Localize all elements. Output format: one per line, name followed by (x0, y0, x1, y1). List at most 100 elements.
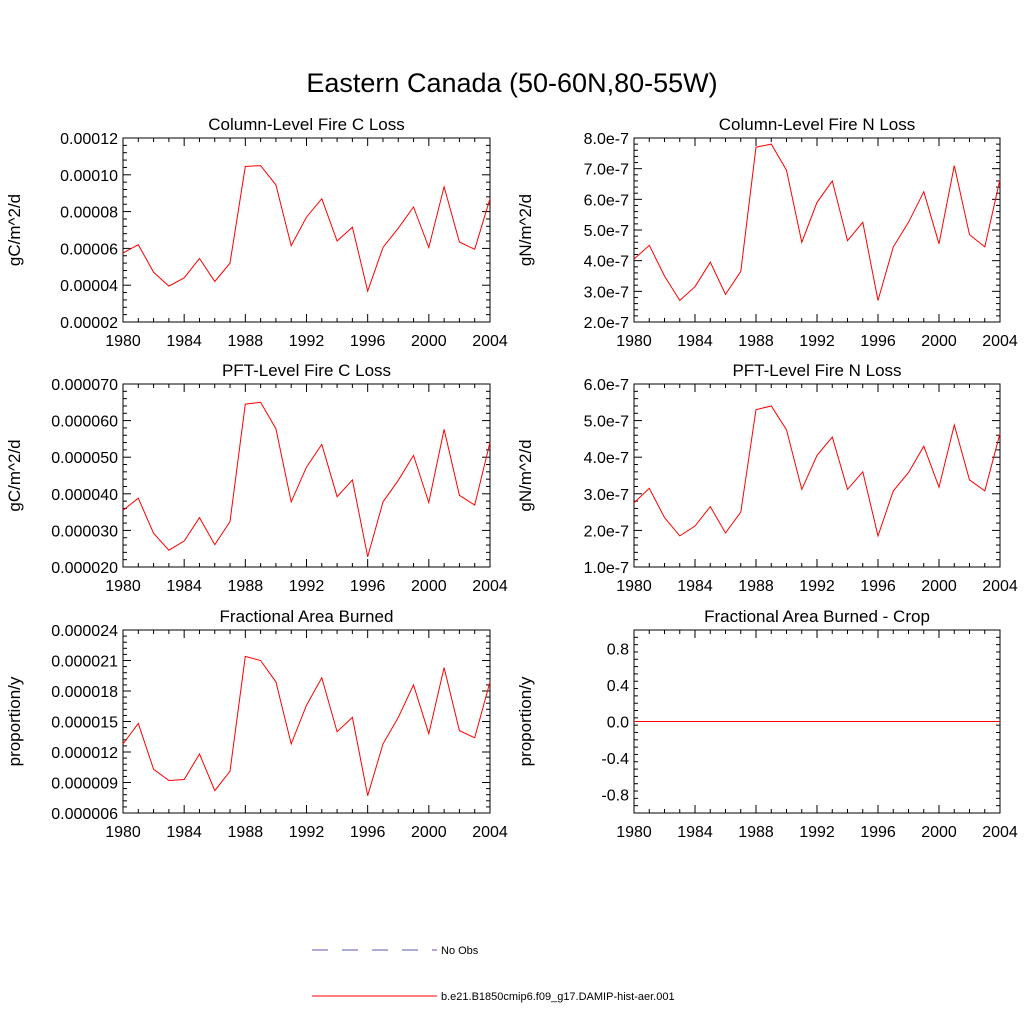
y-tick-label: 0.000009 (51, 776, 118, 793)
y-tick-label: 0.000024 (51, 623, 118, 640)
y-axis-label: gN/m^2/d (516, 439, 535, 511)
y-axis-label: gC/m^2/d (5, 194, 24, 266)
panel-title: PFT-Level Fire N Loss (732, 361, 901, 380)
y-tick-label: 0.000020 (51, 560, 118, 577)
series-line (122, 165, 491, 293)
panel-title: Fractional Area Burned (220, 607, 394, 626)
y-tick-label: 0.000060 (51, 414, 118, 431)
x-tick-label: 1984 (166, 824, 202, 841)
x-tick-label: 2000 (921, 824, 957, 841)
y-axis-label: proportion/y (5, 676, 24, 766)
y-tick-label: 0.00004 (60, 278, 118, 295)
x-tick-label: 1980 (105, 333, 141, 350)
legend-run-label: b.e21.B1850cmip6.f09_g17.DAMIP-hist-aer.… (441, 991, 675, 1003)
x-tick-label: 1984 (166, 333, 202, 350)
y-tick-label: 0.000070 (51, 377, 118, 394)
y-tick-label: 2.0e-7 (584, 315, 629, 332)
y-tick-label: 4.0e-7 (584, 254, 629, 271)
legend: No Obs b.e21.B1850cmip6.f09_g17.DAMIP-hi… (312, 945, 675, 1003)
y-tick-label: 0.4 (607, 678, 629, 695)
plot-frame (122, 629, 491, 814)
y-tick-label: 0.000040 (51, 487, 118, 504)
y-axis-label: proportion/y (516, 676, 535, 766)
panel-title: PFT-Level Fire C Loss (222, 361, 391, 380)
series-line (633, 143, 1001, 302)
y-tick-label: 3.0e-7 (584, 284, 629, 301)
x-tick-label: 2004 (982, 824, 1018, 841)
y-tick-label: 5.0e-7 (584, 414, 629, 431)
x-tick-label: 1996 (350, 824, 386, 841)
x-tick-label: 1984 (677, 333, 713, 350)
y-tick-label: 5.0e-7 (584, 223, 629, 240)
chart-panel-4: PFT-Level Fire N Loss gN/m^2/d 1980 1984 198… (516, 361, 1018, 595)
x-tick-label: 1980 (616, 824, 652, 841)
series-line (122, 401, 491, 557)
y-tick-label: 2.0e-7 (584, 523, 629, 540)
x-tick-label: 1992 (799, 824, 835, 841)
x-tick-label: 1992 (799, 333, 835, 350)
panel-title: Column-Level Fire N Loss (719, 115, 916, 134)
x-tick-label: 1984 (677, 578, 713, 595)
y-tick-label: 8.0e-7 (584, 131, 629, 148)
y-axis-label: gC/m^2/d (5, 439, 24, 511)
x-tick-label: 1988 (738, 578, 774, 595)
x-tick-label: 1996 (860, 578, 896, 595)
chart-panel-2: Column-Level Fire N Loss gN/m^2/d 1980 1984… (516, 115, 1018, 350)
x-tick-label: 1980 (105, 578, 141, 595)
panel-title: Fractional Area Burned - Crop (704, 607, 930, 626)
x-tick-label: 2004 (472, 578, 508, 595)
x-tick-label: 1984 (677, 824, 713, 841)
x-tick-label: 2004 (472, 333, 508, 350)
x-tick-label: 2000 (411, 824, 447, 841)
legend-no-obs-label: No Obs (441, 945, 479, 957)
series-line (122, 655, 491, 796)
figure-title: Eastern Canada (50-60N,80-55W) (306, 68, 717, 98)
y-tick-label: 0.000050 (51, 450, 118, 467)
x-tick-label: 1988 (228, 578, 264, 595)
y-tick-label: 0.000030 (51, 523, 118, 540)
x-tick-label: 1996 (350, 578, 386, 595)
x-tick-label: 1988 (738, 824, 774, 841)
chart-panel-1: Column-Level Fire C Loss gC/m^2/d 1980 1984… (5, 115, 508, 350)
y-tick-label: 0.00008 (60, 205, 118, 222)
y-tick-label: 6.0e-7 (584, 192, 629, 209)
y-tick-label: 0.000021 (51, 654, 118, 671)
x-tick-label: 1992 (289, 333, 325, 350)
chart-panel-6: Fractional Area Burned - Crop proportion/… (516, 607, 1018, 841)
y-tick-label: 0.0 (607, 715, 629, 732)
series-line (633, 405, 1001, 538)
x-tick-label: 1992 (289, 578, 325, 595)
x-tick-label: 1992 (289, 824, 325, 841)
x-tick-label: 1992 (799, 578, 835, 595)
y-tick-label: 6.0e-7 (584, 377, 629, 394)
x-tick-label: 1980 (105, 824, 141, 841)
y-tick-label: 3.0e-7 (584, 487, 629, 504)
x-tick-label: 1980 (616, 578, 652, 595)
x-tick-label: 1988 (738, 333, 774, 350)
y-tick-label: 0.000006 (51, 806, 118, 823)
y-tick-label: 4.0e-7 (584, 450, 629, 467)
y-tick-label: 0.000018 (51, 684, 118, 701)
x-tick-label: 2000 (921, 333, 957, 350)
y-tick-label: 0.00010 (60, 168, 118, 185)
x-tick-label: 2004 (472, 824, 508, 841)
x-tick-label: 1988 (228, 824, 264, 841)
x-tick-label: 1984 (166, 578, 202, 595)
y-tick-label: 0.00002 (60, 315, 118, 332)
y-tick-label: -0.8 (601, 788, 629, 805)
x-tick-label: 2004 (982, 333, 1018, 350)
chart-panel-5: Fractional Area Burned proportion/y 1980 19… (5, 607, 508, 841)
y-tick-label: -0.4 (601, 751, 629, 768)
y-axis-label: gN/m^2/d (516, 194, 535, 266)
plot-frame (122, 137, 491, 323)
y-tick-label: 7.0e-7 (584, 162, 629, 179)
y-tick-label: 0.000015 (51, 715, 118, 732)
x-tick-label: 1996 (860, 824, 896, 841)
y-tick-label: 0.000012 (51, 745, 118, 762)
x-tick-label: 2004 (982, 578, 1018, 595)
panel-title: Column-Level Fire C Loss (208, 115, 405, 134)
x-tick-label: 2000 (411, 333, 447, 350)
x-tick-label: 1996 (860, 333, 896, 350)
chart-panels: Column-Level Fire C Loss gC/m^2/d 1980 1984… (5, 115, 1018, 841)
